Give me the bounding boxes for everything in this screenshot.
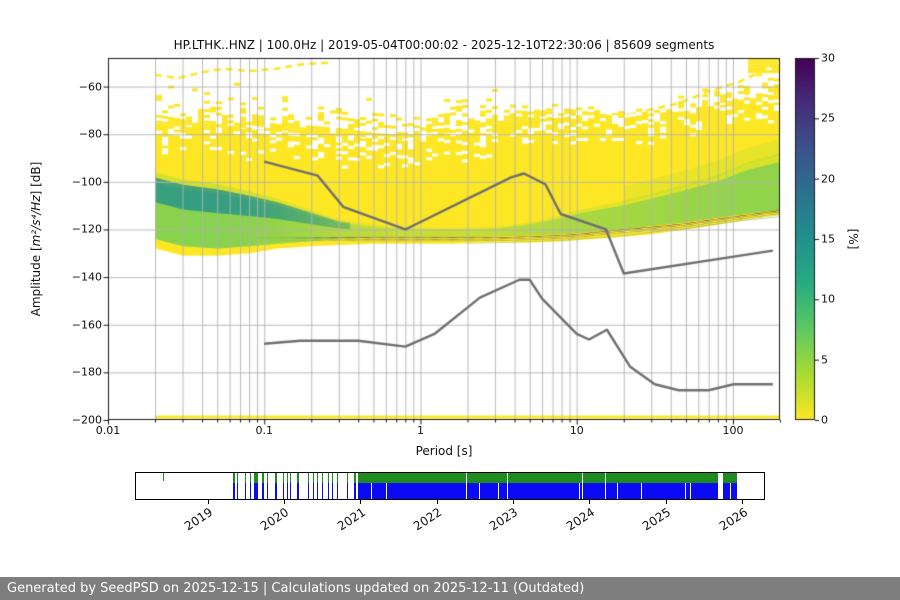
x-tick-label: 0.01 (95, 424, 121, 437)
coverage-segment (385, 482, 387, 499)
coverage-segment (730, 482, 732, 499)
y-axis-label: Amplitude [m²/s⁴/Hz] [dB] (29, 162, 43, 317)
coverage-segment (275, 473, 277, 499)
coverage-segment (507, 473, 509, 499)
coverage-segment (578, 482, 580, 499)
coverage-segment (582, 473, 584, 499)
coverage-segment (286, 473, 288, 499)
x-tick-label: 0.1 (255, 424, 273, 437)
coverage-segment (317, 473, 319, 499)
coverage-segment (162, 473, 164, 481)
coverage-segment (266, 473, 269, 499)
y-tick-label: −60 (78, 80, 102, 94)
coverage-segment (308, 473, 310, 499)
y-tick-label: −160 (71, 318, 102, 332)
coverage-segment (233, 473, 235, 499)
coverage-segment (354, 473, 356, 499)
coverage-segment (289, 473, 291, 499)
coverage-segment (237, 473, 239, 499)
coverage-segment (282, 473, 284, 499)
x-tick-label: 1 (416, 424, 424, 437)
coverage-segment (250, 473, 252, 499)
y-tick-label: −200 (71, 413, 102, 427)
coverage-segment (717, 473, 723, 499)
timeline-tick (436, 500, 438, 504)
timeline-tick (283, 500, 285, 504)
y-tick-label: −180 (71, 365, 102, 379)
timeline-tick (513, 500, 514, 504)
plot-title: HP.LTHK..HNZ | 100.0Hz | 2019-05-04T00:0… (173, 38, 715, 52)
colorbar-tick-label: 25 (821, 111, 835, 125)
coverage-segment (297, 473, 299, 499)
y-axis-label-prefix: Amplitude [ (29, 246, 43, 317)
colorbar-tick-label: 20 (821, 172, 835, 186)
colorbar-tick-label: 10 (821, 292, 835, 306)
coverage-segment (689, 482, 691, 499)
coverage-segment (331, 473, 333, 499)
colorbar-tick-label: 5 (821, 353, 828, 367)
colorbar-tick-label: 0 (821, 413, 828, 427)
coverage-segment (312, 473, 314, 499)
data-coverage-timeline (135, 472, 765, 500)
x-tick-label: 100 (722, 424, 744, 437)
timeline-tick (589, 500, 591, 504)
y-tick-label: −100 (71, 175, 102, 189)
timeline-tick (207, 500, 209, 504)
coverage-segment (371, 482, 372, 499)
coverage-segment (358, 473, 363, 499)
coverage-segment (616, 482, 618, 499)
coverage-segment (465, 473, 468, 499)
coverage-segment (242, 473, 244, 499)
colorbar-tick-label: 30 (821, 51, 835, 65)
coverage-segment (321, 473, 323, 499)
timeline-tick (360, 500, 362, 504)
y-axis-label-suffix: ] [dB] (29, 161, 43, 196)
x-tick-label: 10 (569, 424, 584, 437)
coverage-segment (478, 482, 480, 499)
timeline-tick (665, 500, 667, 504)
coverage-segment (605, 473, 607, 499)
coverage-segment (253, 473, 258, 499)
timeline-tick (742, 500, 744, 504)
x-axis-label: Period [s] (415, 444, 473, 458)
coverage-segment (497, 482, 499, 499)
y-tick-label: −140 (71, 270, 102, 284)
coverage-segment (346, 473, 349, 499)
coverage-segment (685, 482, 687, 499)
coverage-segment (336, 473, 339, 499)
coverage-segment (262, 473, 264, 499)
colorbar-tick-label: 15 (821, 232, 835, 246)
coverage-segment (244, 473, 246, 499)
coverage-segment (327, 473, 329, 499)
y-tick-label: −120 (71, 222, 102, 236)
coverage-segment (641, 482, 642, 499)
status-bar: Generated by SeedPSD on 2025-12-15 | Cal… (0, 577, 900, 600)
coverage-segment (362, 473, 737, 499)
colorbar-label: [%] (846, 228, 860, 250)
y-axis-label-units: m²/s⁴/Hz (29, 195, 43, 247)
y-tick-label: −80 (78, 127, 102, 141)
